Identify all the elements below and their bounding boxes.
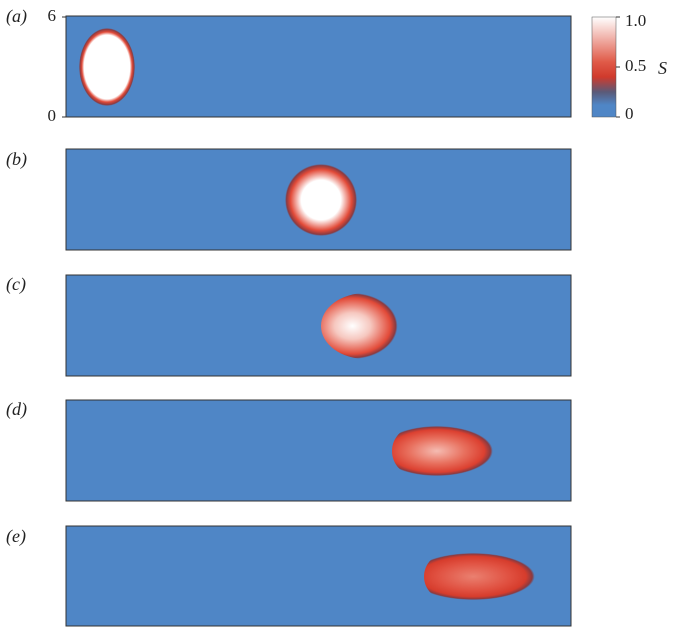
drop bbox=[321, 293, 411, 359]
colorbar-tick-label: 0 bbox=[625, 104, 634, 123]
panel-b: (b) bbox=[6, 148, 572, 251]
panel-label: (e) bbox=[6, 526, 26, 547]
colorbar-label: S bbox=[658, 58, 667, 78]
colorbar-tick-label: 1.0 bbox=[625, 11, 646, 30]
colorbar bbox=[591, 16, 617, 118]
panel-label: (b) bbox=[6, 149, 27, 170]
drop bbox=[79, 28, 135, 106]
y-tick-label: 6 bbox=[48, 6, 57, 25]
colorbar-tick-label: 0.5 bbox=[625, 56, 646, 75]
panel-c: (c) bbox=[6, 274, 572, 377]
drop bbox=[392, 426, 504, 476]
panel-a: (a) bbox=[6, 6, 572, 118]
drop bbox=[285, 164, 357, 236]
field bbox=[65, 15, 572, 118]
field bbox=[65, 274, 572, 377]
panel-label: (c) bbox=[6, 274, 26, 295]
y-tick-label: 0 bbox=[48, 106, 57, 125]
panel-label: (a) bbox=[6, 6, 27, 27]
panel-d: (d) bbox=[6, 399, 572, 502]
drop bbox=[424, 553, 547, 600]
panel-label: (d) bbox=[6, 399, 27, 420]
panel-e: (e) bbox=[6, 525, 572, 627]
